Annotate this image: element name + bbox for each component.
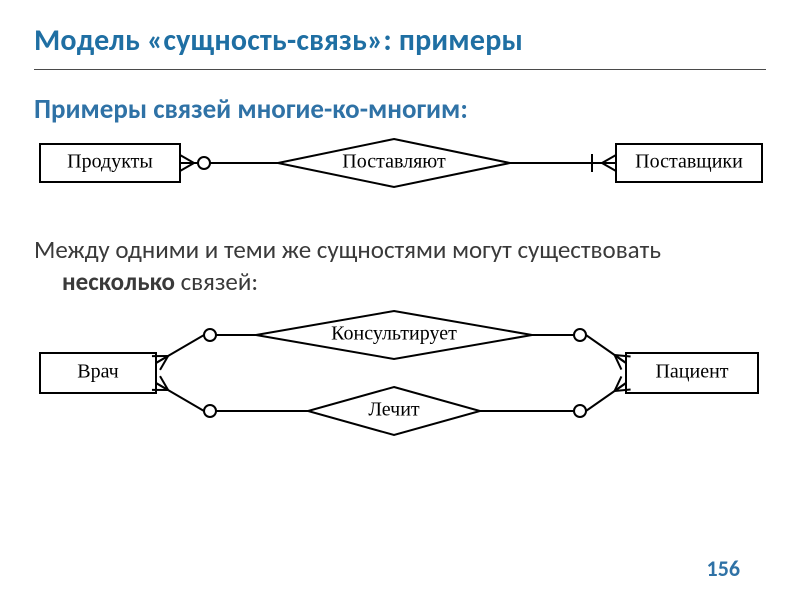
svg-text:Поставщики: Поставщики [635,151,743,173]
slide: Модель «сущность-связь»: примеры Примеры… [0,0,800,600]
page-number: 156 [707,555,740,582]
body-text-part1: Между одними и теми же сущностями могут … [34,234,661,265]
diagram-2: Врач Пациент Консультирует Лечит [34,303,764,441]
body-text-part2: связей: [181,266,258,297]
body-text-bold: несколько [62,266,175,297]
diagram-1: Продукты Поставщики Поставляют [34,130,764,194]
svg-text:Продукты: Продукты [67,151,153,173]
svg-text:Консультирует: Консультирует [331,322,457,344]
svg-text:Лечит: Лечит [368,398,420,420]
slide-title: Модель «сущность-связь»: примеры [34,22,766,59]
svg-text:Поставляют: Поставляют [342,151,446,173]
svg-text:Врач: Врач [77,360,118,382]
svg-text:Пациент: Пациент [655,360,728,382]
title-rule [34,69,766,70]
body-text: Между одними и теми же сущностями могут … [62,234,766,297]
subtitle: Примеры связей многие-ко-многим: [62,94,766,126]
